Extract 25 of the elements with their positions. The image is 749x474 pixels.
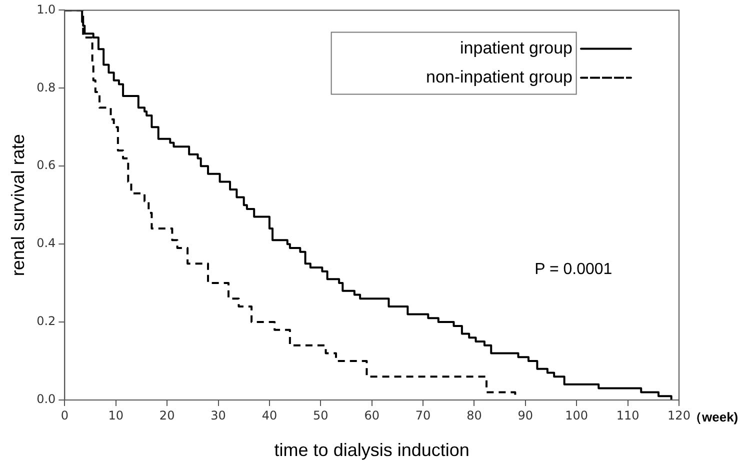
x-tick-label: 110 xyxy=(616,408,640,422)
y-tick-label: 0.6 xyxy=(36,158,56,172)
text: （week) xyxy=(689,410,738,425)
y-tick-label: 0.0 xyxy=(36,392,56,406)
x-tick-label: 20 xyxy=(159,408,175,422)
x-tick-label: 10 xyxy=(108,408,124,422)
y-tick-label: 0.8 xyxy=(36,80,56,94)
x-tick-label: 100 xyxy=(565,408,588,422)
x-tick-label: 0 xyxy=(60,408,69,422)
legend-label: inpatient group xyxy=(460,38,572,58)
x-tick-label: 120 xyxy=(668,408,690,422)
legend-label: non-inpatient group xyxy=(426,67,572,86)
x-tick-label: 30 xyxy=(210,408,226,422)
x-tick-label: 90 xyxy=(518,408,534,422)
x-tick-label: 60 xyxy=(364,408,380,422)
x-tick-label: 50 xyxy=(313,408,328,422)
y-tick-label: 0.4 xyxy=(36,236,56,250)
y-axis-title: renal survival rate xyxy=(8,134,28,276)
annotation: P = 0.0001 xyxy=(534,260,612,278)
y-tick-label: 0.2 xyxy=(36,314,56,328)
x-tick-label: 80 xyxy=(466,408,482,422)
x-axis-title: time to dialysis induction xyxy=(274,440,470,460)
x-tick-label: 70 xyxy=(415,408,431,422)
y-tick-label: 1.0 xyxy=(36,2,56,16)
x-tick-label: 40 xyxy=(262,408,278,422)
